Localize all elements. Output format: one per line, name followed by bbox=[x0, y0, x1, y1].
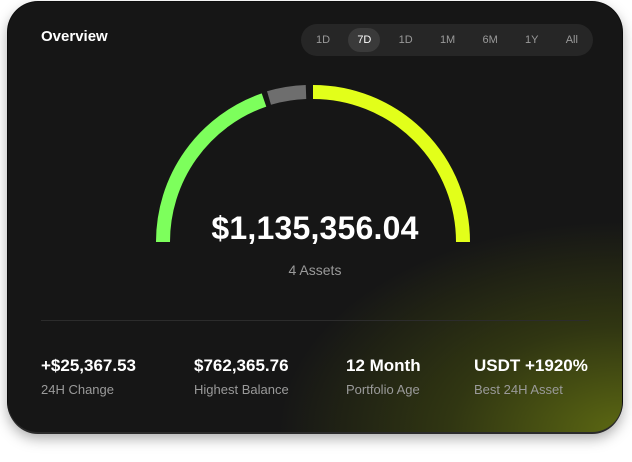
gauge-segment-green bbox=[155, 93, 267, 243]
portfolio-total: $1,135,356.04 bbox=[211, 210, 419, 246]
stat-label: Portfolio Age bbox=[346, 382, 420, 397]
stat-highest-balance: $762,365.76 Highest Balance bbox=[194, 356, 289, 397]
stat-label: 24H Change bbox=[41, 382, 114, 397]
gauge-segment-yellow bbox=[312, 85, 470, 243]
stat-value: 12 Month bbox=[346, 356, 421, 375]
stat-portfolio-age: 12 Month Portfolio Age bbox=[346, 356, 421, 397]
period-all[interactable]: All bbox=[565, 34, 578, 46]
stat-value: +$25,367.53 bbox=[41, 356, 137, 375]
stat-best-asset: USDT +1920% Best 24H Asset bbox=[474, 356, 588, 397]
period-1y[interactable]: 1Y bbox=[525, 34, 539, 46]
page-title: Overview bbox=[41, 28, 108, 45]
asset-count: 4 Assets bbox=[288, 262, 342, 278]
gauge-segment-gray bbox=[267, 85, 307, 105]
divider bbox=[41, 320, 589, 321]
period-1d-second[interactable]: 1D bbox=[398, 34, 413, 46]
stat-label: Highest Balance bbox=[194, 382, 289, 397]
period-7d[interactable]: 7D bbox=[348, 28, 381, 52]
stat-value: USDT +1920% bbox=[474, 356, 588, 375]
stat-value: $762,365.76 bbox=[194, 356, 289, 375]
period-1m[interactable]: 1M bbox=[439, 34, 456, 46]
period-6m[interactable]: 6M bbox=[482, 34, 498, 46]
period-1d[interactable]: 1D bbox=[316, 34, 331, 46]
period-selector: 1D 7D 1D 1M 6M 1Y All bbox=[301, 24, 593, 56]
portfolio-gauge bbox=[155, 85, 470, 243]
stat-label: Best 24H Asset bbox=[474, 382, 563, 397]
overview-card: Overview 1D 7D 1D 1M 6M 1Y All $1,135,35… bbox=[8, 2, 622, 432]
stat-24h-change: +$25,367.53 24H Change bbox=[41, 356, 136, 397]
